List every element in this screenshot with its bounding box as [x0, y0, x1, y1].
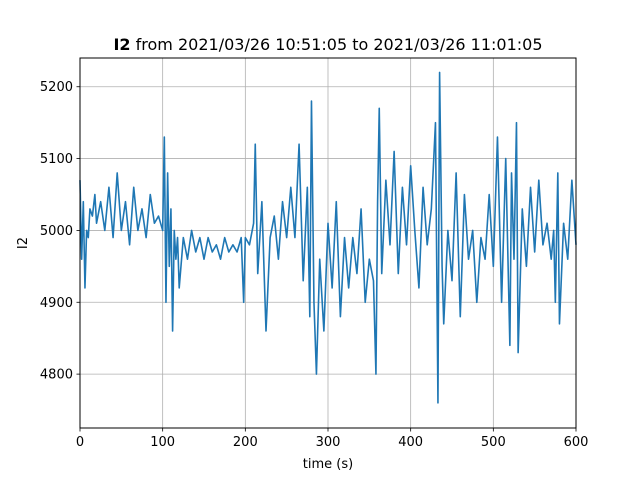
y-tick-label: 4900 [40, 296, 73, 311]
series-line [79, 71, 577, 404]
y-tick-label: 5100 [40, 152, 73, 167]
x-tick-label: 300 [316, 435, 341, 450]
x-tick-label: 0 [76, 435, 84, 450]
y-axis-label: I2 [16, 237, 31, 249]
y-tick-label: 4800 [40, 368, 73, 383]
y-tick-label: 5200 [40, 80, 73, 95]
x-tick-label: 200 [233, 435, 258, 450]
x-tick-label: 400 [398, 435, 423, 450]
x-tick-label: 100 [150, 435, 175, 450]
x-axis-label: time (s) [303, 457, 353, 472]
chart-title-rest: from 2021/03/26 10:51:05 to 2021/03/26 1… [131, 35, 543, 54]
series-layer [79, 71, 577, 404]
chart-title: I2 from 2021/03/26 10:51:05 to 2021/03/2… [113, 35, 542, 54]
y-tick-label: 5000 [40, 224, 73, 239]
x-tick-label: 500 [481, 435, 506, 450]
chart-title-bold: I2 [113, 35, 130, 54]
ticks: 0 100 200 300 400 500 600 4800 4900 5000 5100 5200 [40, 80, 589, 450]
x-tick-label: 600 [564, 435, 589, 450]
